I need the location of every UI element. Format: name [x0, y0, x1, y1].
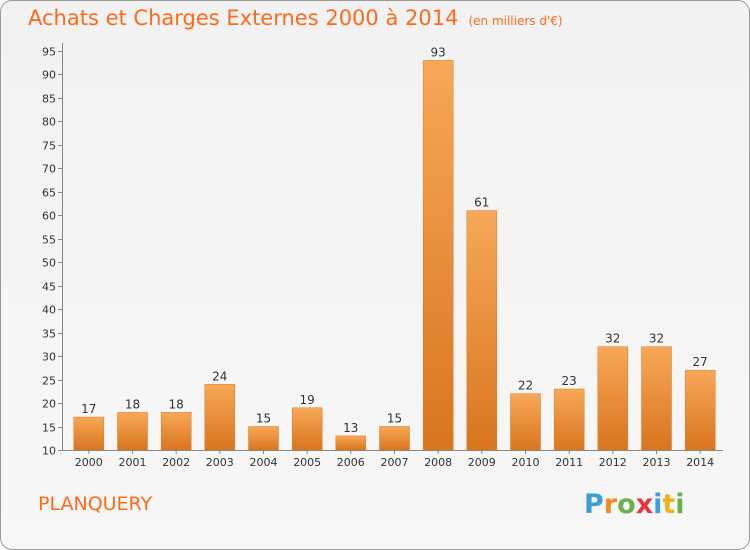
x-tick-label: 2001 — [119, 456, 147, 469]
y-tick-label: 85 — [42, 93, 56, 106]
y-tick-label: 30 — [42, 351, 56, 364]
bar — [117, 412, 148, 451]
chart-unit-label: (en milliers d'€) — [468, 14, 563, 28]
bar — [204, 384, 236, 451]
logo-letter: r — [603, 489, 618, 520]
bar — [466, 210, 498, 451]
y-tick-label: 95 — [42, 46, 56, 59]
logo-letter: o — [617, 489, 636, 520]
place-name: PLANQUERY — [38, 493, 153, 515]
x-tick-label: 2003 — [206, 456, 234, 469]
bar-value-label: 15 — [256, 412, 271, 426]
x-tick-label: 2004 — [250, 456, 278, 469]
x-tick-label: 2005 — [293, 456, 321, 469]
x-tick-label: 2000 — [75, 456, 103, 469]
x-tick-label: 2014 — [686, 456, 714, 469]
x-axis: 2000 2001 2002 2003 2004 2005 2006 2007 2008 2009… — [62, 450, 723, 469]
y-tick-label: 15 — [42, 422, 56, 435]
chart-title: Achats et Charges Externes 2000 à 2014 — [28, 6, 459, 30]
bar-value-label: 18 — [169, 397, 184, 411]
y-tick-label: 90 — [42, 69, 56, 82]
logo-letter: i — [653, 489, 663, 520]
logo-letter: x — [635, 489, 654, 520]
chart-title-block: Achats et Charges Externes 2000 à 2014 (e… — [28, 6, 563, 30]
bar — [597, 346, 629, 451]
x-tick-label: 2012 — [599, 456, 627, 469]
bar-value-label: 32 — [649, 332, 664, 346]
x-tick-label: 2007 — [381, 456, 409, 469]
bar — [379, 426, 410, 451]
bar — [510, 393, 541, 451]
x-tick-label: 2011 — [555, 456, 583, 469]
bar — [291, 407, 323, 451]
bar-value-label: 23 — [562, 374, 577, 388]
y-tick-label: 70 — [42, 163, 56, 176]
y-tick-label: 80 — [42, 116, 56, 129]
bar-value-label: 15 — [387, 412, 402, 426]
y-tick-label: 75 — [42, 140, 56, 153]
bar-value-label: 19 — [300, 393, 315, 407]
y-tick-label: 50 — [42, 257, 56, 270]
bar-value-label: 93 — [431, 45, 446, 59]
y-axis: 10 15 20 25 30 35 40 45 50 55 60 65 70 75 80 85 90 95 — [42, 43, 63, 458]
bar-value-label: 13 — [343, 421, 358, 435]
logo-letter: i — [675, 489, 685, 520]
bar-value-label: 17 — [81, 402, 96, 416]
y-tick-label: 55 — [42, 234, 56, 247]
bar — [160, 412, 192, 451]
bar — [248, 426, 279, 451]
bar-value-label: 18 — [125, 397, 140, 411]
x-tick-label: 2002 — [162, 456, 190, 469]
x-tick-label: 2010 — [512, 456, 540, 469]
bar-value-label: 24 — [212, 369, 227, 383]
y-tick-label: 60 — [42, 210, 56, 223]
y-tick-label: 25 — [42, 375, 56, 388]
bar — [335, 435, 367, 451]
bar — [553, 388, 585, 451]
y-tick-label: 45 — [42, 281, 56, 294]
y-tick-label: 20 — [42, 398, 56, 411]
x-tick-label: 2009 — [468, 456, 496, 469]
bar — [422, 60, 454, 451]
logo-letter: P — [584, 489, 604, 520]
bar-value-label: 22 — [518, 379, 533, 393]
y-tick-label: 40 — [42, 304, 56, 317]
bar-value-label: 61 — [474, 196, 489, 210]
logo-letter: t — [662, 489, 676, 520]
y-tick-label: 65 — [42, 187, 56, 200]
bars: 17 18 18 24 15 19 13 15 93 61 22 23 32 32 27 — [73, 45, 716, 451]
bar-value-label: 27 — [693, 355, 708, 369]
bar — [684, 369, 716, 451]
x-tick-label: 2008 — [424, 456, 452, 469]
y-tick-label: 35 — [42, 328, 56, 341]
y-tick-label: 10 — [42, 445, 56, 458]
bar-value-label: 32 — [605, 332, 620, 346]
x-tick-label: 2006 — [337, 456, 365, 469]
proxiti-logo: Proxiti — [584, 489, 685, 520]
bar — [641, 346, 672, 451]
x-tick-label: 2013 — [643, 456, 671, 469]
bar — [73, 416, 105, 451]
